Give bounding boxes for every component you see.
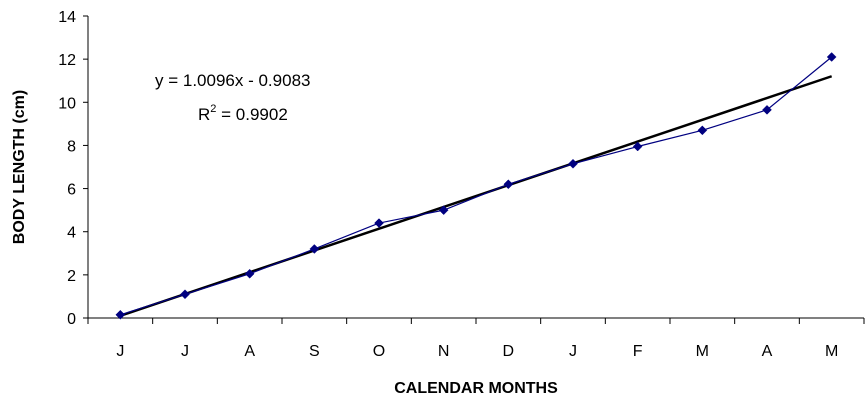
- series-line: [120, 56, 833, 316]
- y-tick-label: 0: [67, 311, 76, 328]
- y-tick-label: 8: [67, 138, 76, 155]
- trendline: [119, 75, 833, 317]
- data-point: [115, 309, 126, 320]
- data-point: [374, 218, 384, 228]
- x-axis-title: CALENDAR MONTHS: [394, 380, 558, 397]
- data-point: [503, 179, 514, 190]
- y-tick-label: 12: [58, 52, 76, 69]
- equation-label: y = 1.0096x - 0.9083: [155, 71, 310, 90]
- x-tick-label: S: [309, 343, 320, 360]
- data-point: [762, 104, 772, 115]
- x-tick-label: J: [181, 343, 189, 360]
- y-axis-title: BODY LENGTH (cm): [11, 90, 28, 244]
- x-tick-label: D: [503, 343, 515, 360]
- data-point: [826, 52, 837, 62]
- y-tick-label: 14: [58, 9, 76, 26]
- data-point: [180, 289, 190, 300]
- x-tick-label: J: [569, 343, 577, 360]
- x-tick-label: A: [244, 343, 255, 360]
- x-tick-label: M: [696, 343, 709, 360]
- x-tick-label: M: [825, 343, 838, 360]
- data-point: [309, 244, 320, 254]
- r-squared-label: R2 = 0.9902: [198, 103, 288, 124]
- y-tick-label: 2: [67, 268, 76, 285]
- x-tick-label: F: [633, 343, 643, 360]
- y-tick-label: 6: [67, 182, 76, 199]
- x-tick-label: O: [373, 343, 385, 360]
- x-tick-label: N: [438, 343, 450, 360]
- data-point: [632, 141, 643, 152]
- x-tick-label: J: [116, 343, 124, 360]
- x-tick-label: A: [762, 343, 773, 360]
- data-point: [568, 158, 578, 169]
- y-tick-label: 10: [58, 95, 76, 112]
- data-point: [438, 205, 449, 215]
- y-tick-label: 4: [67, 225, 76, 242]
- y-axis: 0 2 4 6 8 10 12 14: [58, 9, 89, 328]
- data-point: [244, 268, 255, 279]
- data-point: [697, 125, 708, 136]
